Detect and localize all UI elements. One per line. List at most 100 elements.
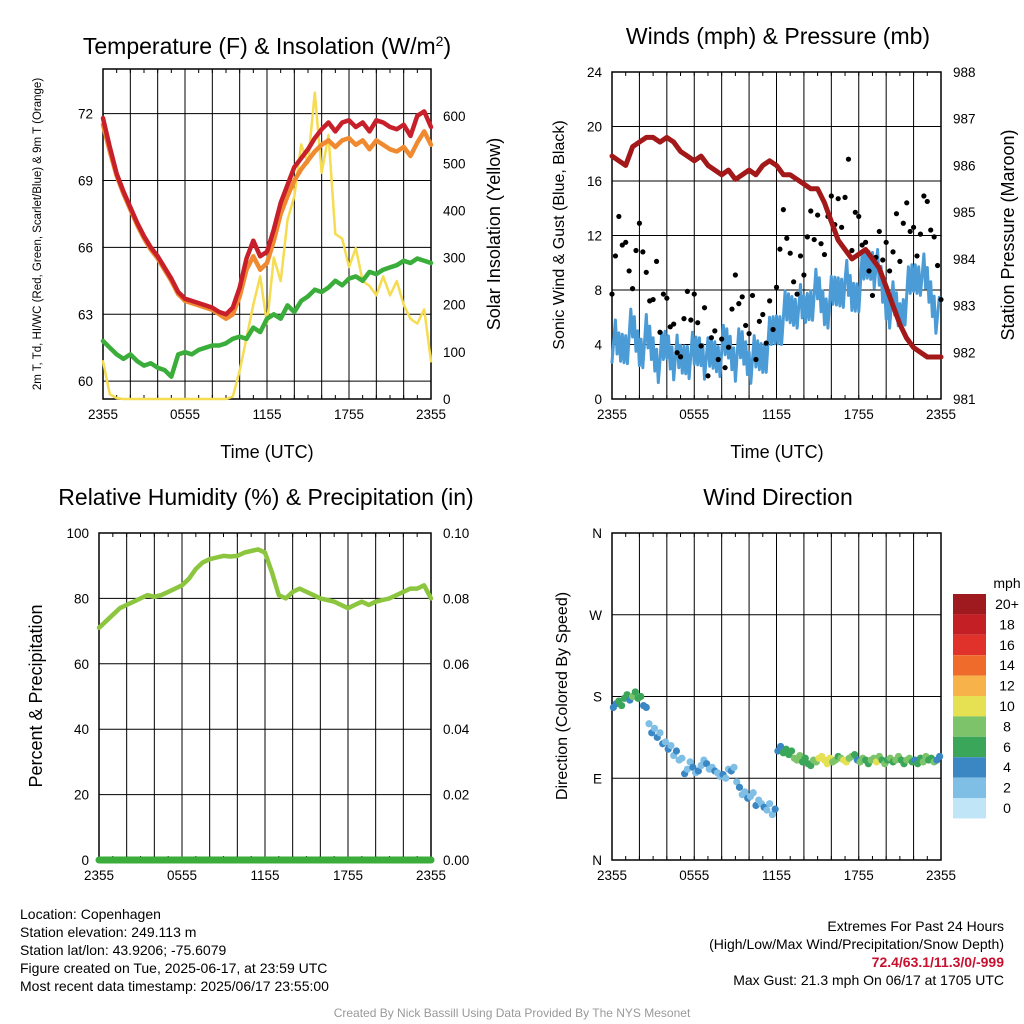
y-tick-label: W	[589, 608, 602, 623]
y-tick-label: 20	[74, 788, 89, 803]
direction-point	[823, 760, 831, 768]
gust-point	[839, 224, 845, 230]
y-tick-label: 100	[66, 526, 89, 541]
direction-point	[782, 745, 790, 753]
y-right-tick-label: 984	[953, 252, 976, 267]
y-tick-label: 40	[74, 722, 89, 737]
gust-point	[904, 200, 910, 206]
legend-label: 16	[999, 637, 1015, 653]
y-right-axis-label: Station Pressure (Maroon)	[998, 129, 1018, 340]
gust-point	[736, 301, 742, 307]
y-tick-label: 20	[587, 120, 602, 135]
latlon-text: Station lat/lon: 43.9206; -75.6079	[20, 942, 227, 958]
gust-point	[636, 220, 643, 226]
legend-label: 8	[1003, 718, 1011, 734]
x-tick-label: 1155	[762, 868, 791, 883]
direction-point	[617, 701, 626, 710]
direction-point	[735, 783, 744, 791]
gust-point	[924, 198, 930, 205]
gust-point	[845, 156, 852, 162]
y-axis-label: Percent & Precipitation	[26, 604, 46, 787]
y-right-tick-label: 987	[953, 112, 976, 127]
gust-point	[801, 272, 807, 278]
x-tick-label: 2355	[88, 407, 118, 422]
y-tick-label: 8	[594, 283, 602, 298]
gust-point	[928, 227, 934, 233]
direction-point	[749, 789, 757, 797]
gust-point	[612, 253, 619, 259]
y-right-tick-label: 400	[443, 203, 466, 218]
max-gust-text: Max Gust: 21.3 mph On 06/17 at 1705 UTC	[733, 972, 1004, 988]
gust-point	[732, 272, 738, 278]
gust-point	[914, 253, 920, 259]
legend-label: 20+	[995, 596, 1019, 612]
gust-point	[650, 296, 656, 303]
legend-swatch	[953, 594, 986, 615]
y-right-tick-label: 200	[443, 298, 466, 313]
extremes-title: Extremes For Past 24 Hours	[827, 918, 1004, 934]
gust-point	[767, 298, 773, 304]
y-tick-label: 60	[78, 374, 93, 389]
winds-pressure-panel: Winds (mph) & Pressure (mb) 2355 0555 1155…	[551, 23, 1018, 462]
y-right-tick-label: 983	[953, 299, 976, 314]
gust-point	[653, 258, 660, 264]
gust-point	[921, 193, 927, 199]
y-right-tick-label: 988	[953, 65, 976, 80]
gust-point	[760, 311, 766, 318]
legend-swatch	[953, 798, 986, 819]
gust-point	[725, 344, 732, 350]
direction-point	[771, 805, 779, 813]
location-text: Location: Copenhagen	[20, 906, 161, 922]
y-right-tick-label: 0	[443, 392, 451, 407]
gust-point	[910, 224, 917, 230]
gust-point	[835, 196, 841, 202]
y-axis-label: Sonic Wind & Gust (Blue, Black)	[551, 120, 568, 349]
gust-point	[777, 246, 783, 252]
gust-point	[719, 336, 725, 342]
gust-point	[907, 228, 913, 235]
direction-point	[801, 754, 809, 762]
x-tick-label: 2355	[926, 407, 956, 422]
x-axis-label: Time (UTC)	[220, 442, 313, 462]
humidity-line	[96, 547, 434, 631]
y-right-tick-label: 0.04	[443, 722, 470, 737]
x-tick-label: 1155	[250, 868, 279, 883]
y-tick-label: 72	[78, 107, 93, 122]
direction-point	[741, 788, 749, 796]
direction-point	[694, 767, 702, 775]
pressure-line	[609, 134, 944, 360]
gust-point	[938, 296, 944, 303]
gust-point	[787, 250, 793, 256]
legend-label: 0	[1003, 800, 1011, 816]
gust-point	[794, 291, 800, 297]
direction-point	[650, 724, 659, 732]
gust-point	[691, 291, 697, 297]
gust-point	[623, 239, 629, 245]
extremes-subtitle: (High/Low/Max Wind/Precipitation/Snow De…	[709, 936, 1004, 952]
gust-point	[773, 284, 780, 290]
direction-point	[661, 738, 670, 746]
y-tick-label: N	[592, 526, 602, 541]
legend-title: mph	[993, 575, 1020, 591]
plot-frame	[611, 71, 942, 400]
y-tick-label: 60	[74, 657, 89, 672]
gust-point	[804, 234, 810, 240]
direction-point	[623, 691, 631, 699]
gust-point	[869, 292, 876, 299]
y-tick-label: 63	[78, 307, 93, 322]
y-tick-label: 0	[81, 853, 89, 868]
direction-point	[672, 747, 681, 755]
y-tick-label: 16	[587, 174, 602, 189]
y-tick-label: S	[593, 690, 602, 705]
y-right-tick-label: 100	[443, 345, 466, 360]
x-tick-label: 1155	[252, 407, 281, 422]
y-tick-label: 12	[587, 229, 602, 244]
y-right-tick-label: 0.10	[443, 526, 469, 541]
gust-point	[886, 268, 893, 274]
gust-point	[715, 356, 721, 363]
direction-point	[777, 742, 785, 751]
legend-swatch	[953, 757, 986, 778]
y-tick-label: E	[593, 771, 602, 786]
direction-point	[766, 800, 774, 808]
wind-direction-panel: Wind Direction 2355 0555 1155 1755 2355NESWN…	[554, 484, 1021, 883]
